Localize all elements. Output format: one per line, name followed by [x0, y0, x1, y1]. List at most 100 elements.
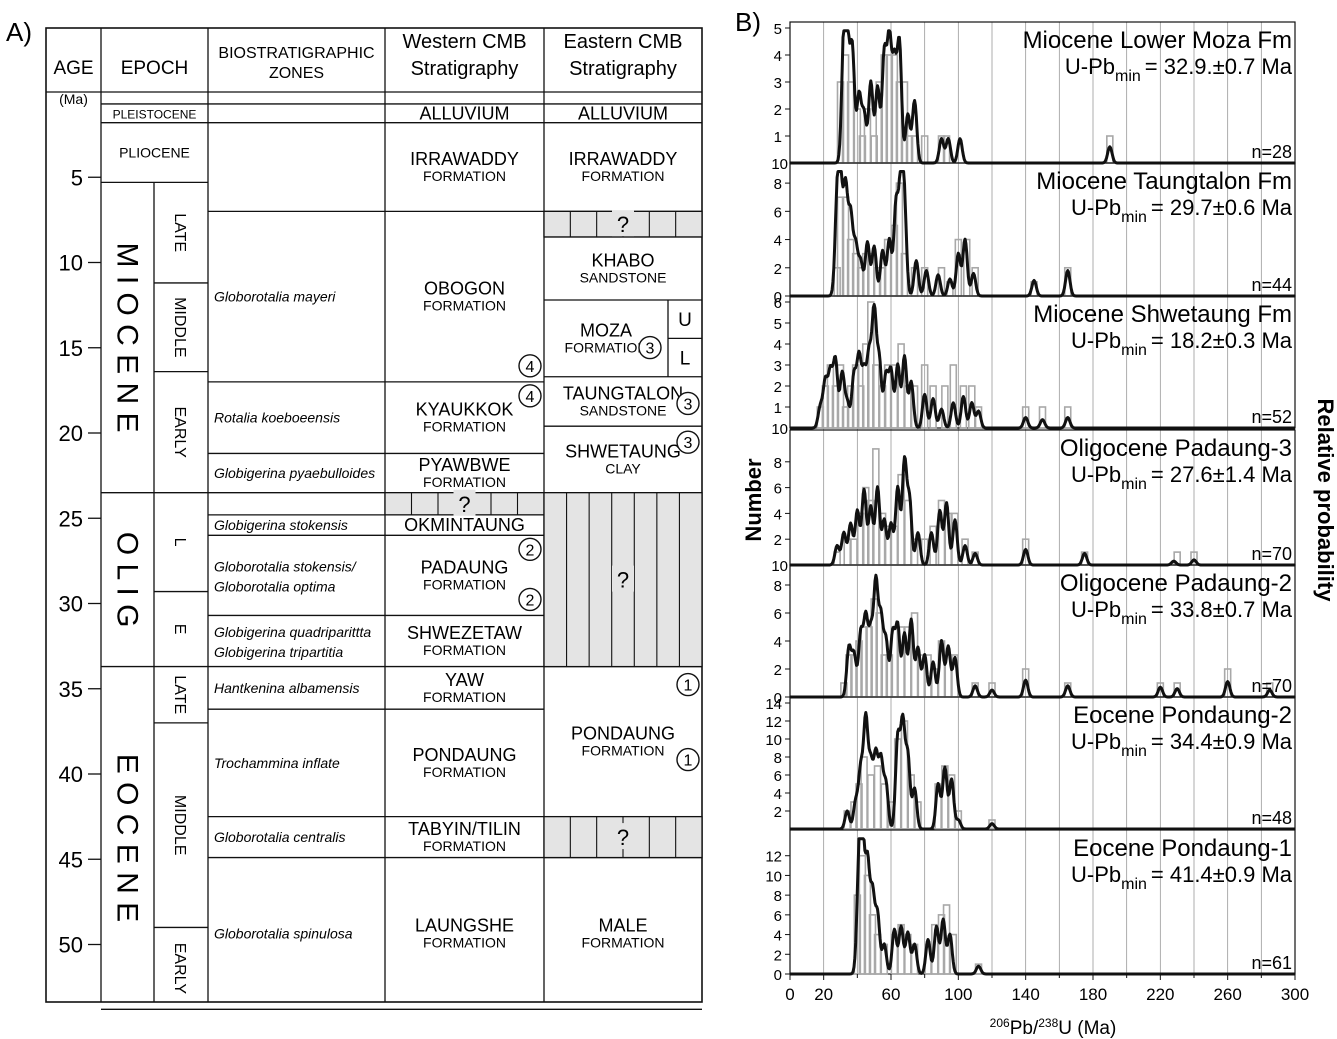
age-tick-label: 5 — [71, 165, 83, 190]
hatch-label-bg — [612, 565, 634, 592]
circled-number-ring — [518, 384, 542, 408]
unit-name: OKMINTAUNG — [404, 515, 525, 535]
x-tick-label: 260 — [1213, 985, 1241, 1004]
y-tick-label: 0 — [774, 690, 782, 707]
min-age-value: = 33.8±0.7 Ma — [1151, 597, 1293, 622]
y-tick-label: 4 — [774, 506, 782, 523]
x-tick-label: 140 — [1011, 985, 1039, 1004]
unit-sub: FORMATION — [423, 419, 506, 435]
unit-label: ? — [458, 492, 470, 517]
min-age-value: = 34.4±0.9 Ma — [1151, 729, 1293, 754]
sample-title: Miocene Taungtalon Fm — [1036, 168, 1292, 195]
min-age-sub: min — [1121, 476, 1147, 493]
sample-count: n=28 — [1251, 142, 1292, 162]
histogram-bin — [1038, 406, 1047, 429]
eastern-header: Stratigraphy — [569, 58, 677, 80]
y-tick-label: 10 — [765, 868, 782, 885]
y-tick-label: 8 — [774, 455, 782, 472]
min-age-value: = 41.4±0.9 Ma — [1151, 862, 1293, 887]
y-tick-label: 4 — [774, 786, 782, 803]
sample-title: Oligocene Padaung-2 — [1060, 570, 1292, 597]
y-tick-label: 8 — [774, 578, 782, 595]
min-age-label: U-Pbmin = 32.9.±0.7 Ma — [1065, 54, 1293, 85]
histogram-bin — [861, 343, 870, 429]
circled-number: 3 — [646, 341, 655, 358]
unit-sub: FORMATION — [423, 838, 506, 854]
unit-sub: FORMATION — [423, 689, 506, 705]
histogram-bin — [910, 385, 919, 429]
biozone-label: Globorotalia mayeri — [214, 289, 336, 305]
y-overlap-label: 10 — [771, 156, 788, 173]
epoch-header: EPOCH — [121, 58, 189, 79]
min-age-value: = 18.2±0.3 Ma — [1151, 328, 1293, 353]
y-tick-label: 1 — [774, 129, 782, 146]
unit-sub: FORMATION — [423, 474, 506, 490]
y-tick-label: 6 — [774, 295, 782, 312]
right-axis-title: Relative probability — [1313, 399, 1337, 603]
histogram-bin — [937, 914, 946, 975]
epoch-label: PLEISTOCENE — [113, 107, 197, 121]
stratigraphic-column-figure: A) AGE (Ma) EPOCH BIOSTRATIGRAPHIC ZONES West… — [6, 17, 703, 1010]
histogram-bin — [1063, 406, 1072, 429]
unit-label: ? — [617, 825, 629, 850]
circled-number: 3 — [684, 396, 693, 413]
y-tick-label: 8 — [774, 888, 782, 905]
unit-sub: FORMATION — [565, 339, 648, 355]
min-age-label: U-Pbmin = 29.7±0.6 Ma — [1071, 195, 1293, 226]
subepoch-label: LATE — [171, 213, 188, 252]
min-age-value: = 27.6±1.4 Ma — [1151, 462, 1293, 487]
sample-title: Eocene Pondaung-2 — [1073, 702, 1292, 729]
y-tick-label: 12 — [765, 849, 782, 866]
circled-number: 3 — [684, 435, 693, 452]
biozone-label: Globigerina quadriparittta — [214, 624, 371, 640]
min-age-prefix: U-Pb — [1071, 195, 1121, 220]
age-tick-label: 40 — [59, 762, 83, 787]
histogram-bin — [920, 364, 929, 429]
unit-sub: FORMATION — [423, 168, 506, 184]
y-tick-label: 12 — [765, 714, 782, 731]
unit-sub: SANDSTONE — [580, 402, 667, 418]
unit-name: IRRAWADDY — [569, 149, 678, 169]
circled-number-ring — [518, 537, 542, 561]
epoch-label: E O C E N E — [111, 754, 144, 922]
unit-name: YAW — [445, 670, 484, 690]
y-tick-label: 0 — [774, 967, 782, 984]
x-tick-label: 220 — [1146, 985, 1174, 1004]
y-tick-label: 4 — [774, 233, 782, 250]
age-tick-label: 10 — [59, 251, 83, 276]
histogram-bin — [850, 538, 858, 566]
min-age-sub: min — [1121, 876, 1147, 893]
sample-count: n=44 — [1251, 275, 1292, 295]
min-age-value: = 29.7±0.6 Ma — [1151, 195, 1293, 220]
unit-sub: FORMATION — [582, 743, 665, 759]
sample-count: n=61 — [1251, 953, 1292, 973]
epoch-label: PLIOCENE — [119, 145, 190, 161]
y-tick-label: 2 — [774, 947, 782, 964]
unit-name: SHWETAUNG — [565, 441, 681, 461]
min-age-prefix: U-Pb — [1071, 462, 1121, 487]
y-tick-label: 2 — [774, 102, 782, 119]
unit-name: OBOGON — [424, 279, 505, 299]
y-axis-title: Number — [741, 458, 766, 542]
y-tick-label: 2 — [774, 532, 782, 549]
histogram-bin — [856, 385, 865, 429]
unit-name: TABYIN/TILIN — [408, 819, 521, 839]
y-tick-label: 2 — [774, 379, 782, 396]
sample-count: n=70 — [1251, 676, 1292, 696]
biozone-label: Globorotalia optima — [214, 578, 336, 594]
western-header: Stratigraphy — [411, 58, 519, 80]
unit-name: LAUNGSHE — [415, 915, 514, 935]
y-tick-label: 2 — [774, 662, 782, 679]
eastern-header: Eastern CMB — [564, 31, 683, 53]
x-tick-label: 300 — [1281, 985, 1309, 1004]
subepoch-label: LATE — [171, 675, 188, 714]
min-age-label: U-Pbmin = 27.6±1.4 Ma — [1071, 462, 1293, 493]
y-tick-label: 2 — [774, 804, 782, 821]
age-header: AGE — [53, 58, 93, 79]
biozone-label: Rotalia koeboeensis — [214, 410, 340, 426]
y-tick-label: 4 — [774, 48, 782, 65]
min-age-sub: min — [1121, 611, 1147, 628]
y-tick-label: 1 — [774, 400, 782, 417]
y-tick-label: 6 — [774, 768, 782, 785]
unit-name: PADAUNG — [421, 557, 509, 577]
